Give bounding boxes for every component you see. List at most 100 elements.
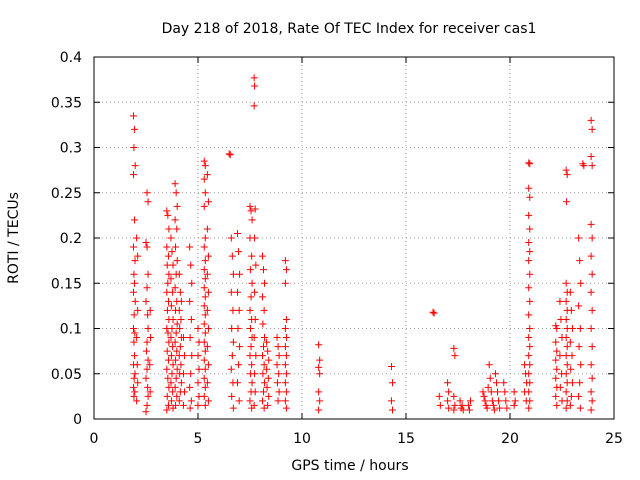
data-point xyxy=(142,408,150,416)
data-point xyxy=(203,343,211,351)
data-point xyxy=(451,401,459,409)
data-point xyxy=(146,306,154,314)
data-point xyxy=(248,252,256,260)
data-point xyxy=(203,225,211,233)
data-point xyxy=(316,356,324,364)
data-point xyxy=(263,365,271,373)
data-point xyxy=(186,297,194,305)
data-point xyxy=(568,379,576,387)
data-point xyxy=(251,205,259,213)
data-point xyxy=(526,397,534,405)
data-point xyxy=(562,297,570,305)
data-point xyxy=(282,388,290,396)
data-point xyxy=(246,266,254,274)
data-point xyxy=(553,347,561,355)
data-point xyxy=(281,379,289,387)
data-point xyxy=(130,311,138,319)
data-point xyxy=(484,383,492,391)
data-point xyxy=(577,279,585,287)
data-point xyxy=(562,279,570,287)
data-point xyxy=(195,365,203,373)
data-point xyxy=(234,379,242,387)
data-point xyxy=(235,248,243,256)
data-point xyxy=(587,252,595,260)
y-tick-label: 0.05 xyxy=(51,367,82,383)
data-point xyxy=(228,325,236,332)
data-point xyxy=(260,388,268,396)
data-point xyxy=(171,284,179,292)
data-point xyxy=(282,370,290,378)
data-point xyxy=(525,211,533,219)
data-point xyxy=(176,343,184,351)
data-point xyxy=(281,257,289,265)
data-point xyxy=(246,397,254,405)
y-tick-label: 0.3 xyxy=(60,141,82,157)
data-point xyxy=(502,397,510,405)
data-point xyxy=(131,279,139,287)
data-point xyxy=(235,397,243,405)
data-point xyxy=(587,325,595,332)
data-point xyxy=(483,404,491,412)
data-point xyxy=(248,379,256,387)
data-point xyxy=(229,404,237,412)
data-point xyxy=(526,160,534,168)
data-point xyxy=(167,334,175,342)
data-point xyxy=(130,171,138,179)
data-point xyxy=(169,361,177,369)
data-point xyxy=(495,397,503,405)
data-point xyxy=(144,198,152,206)
data-point xyxy=(264,401,272,409)
data-point xyxy=(165,338,173,346)
data-point xyxy=(134,306,142,314)
data-point xyxy=(265,392,273,400)
data-point xyxy=(258,252,266,260)
data-point xyxy=(525,404,533,412)
data-point xyxy=(275,352,283,360)
data-point xyxy=(164,279,172,287)
data-point xyxy=(187,261,195,269)
data-point xyxy=(525,388,533,396)
data-point xyxy=(130,383,138,391)
data-point xyxy=(167,352,175,360)
data-point xyxy=(172,243,180,251)
x-axis-label: GPS time / hours xyxy=(291,458,408,474)
data-point xyxy=(562,315,570,323)
data-point xyxy=(201,311,209,319)
data-point xyxy=(168,248,176,256)
data-point xyxy=(180,352,188,360)
data-point xyxy=(481,397,489,405)
data-point xyxy=(563,171,571,179)
data-point xyxy=(165,225,173,233)
data-point xyxy=(200,157,208,165)
data-point xyxy=(316,397,324,405)
data-point xyxy=(200,320,208,328)
data-point xyxy=(274,397,282,405)
data-point xyxy=(169,288,177,296)
data-point xyxy=(169,261,177,269)
data-point xyxy=(575,234,583,242)
data-point xyxy=(234,288,242,296)
data-point xyxy=(201,234,209,242)
data-point xyxy=(203,171,211,179)
data-point xyxy=(194,325,202,332)
data-point xyxy=(131,257,139,265)
data-point xyxy=(562,370,570,378)
data-point xyxy=(164,252,172,260)
data-point xyxy=(458,401,466,409)
data-point xyxy=(246,202,254,210)
data-point xyxy=(486,374,494,382)
data-point xyxy=(450,392,458,400)
data-point xyxy=(226,151,234,159)
y-tick-label: 0.25 xyxy=(51,186,82,202)
data-point xyxy=(563,343,571,351)
data-point xyxy=(456,397,464,405)
data-point xyxy=(526,379,534,387)
data-point xyxy=(227,288,235,296)
data-point xyxy=(247,343,255,351)
data-point xyxy=(248,279,256,287)
data-point xyxy=(525,334,533,342)
data-point xyxy=(525,311,533,319)
x-tick-label: 5 xyxy=(194,431,203,447)
data-point xyxy=(281,325,289,332)
y-tick-label: 0 xyxy=(73,412,82,428)
